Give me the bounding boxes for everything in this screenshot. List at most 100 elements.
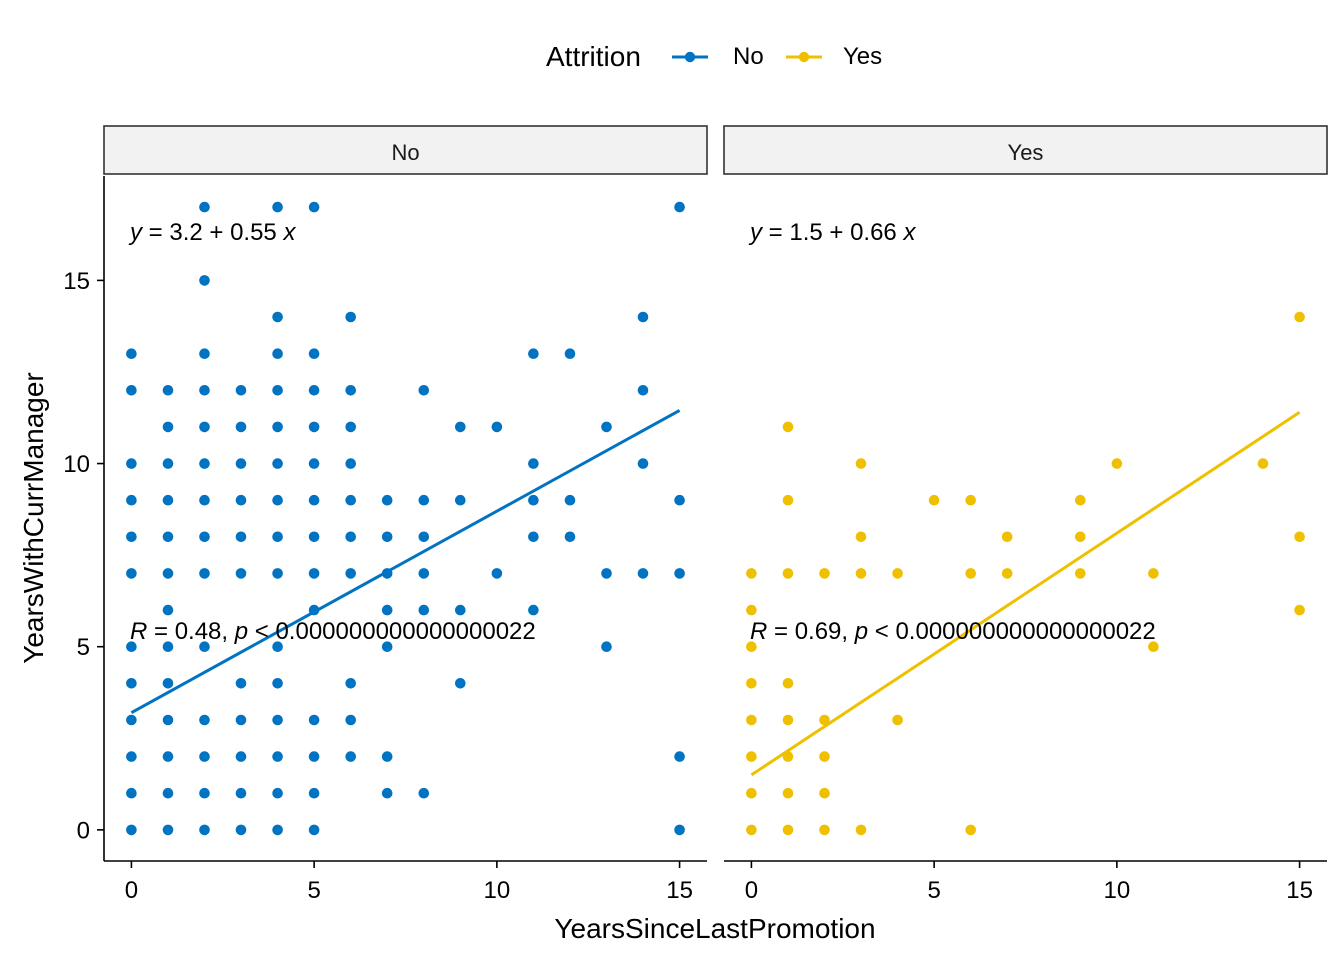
data-point <box>782 678 794 689</box>
data-point <box>637 385 649 396</box>
y-axis-title: YearsWithCurrManager <box>18 372 49 664</box>
panel-yes: Yes y = 1.5 + 0.66 x R = 0.69, p < 0.000… <box>723 125 1328 862</box>
data-point <box>1001 568 1013 579</box>
data-point <box>782 714 794 726</box>
data-point <box>235 568 247 579</box>
data-point <box>162 494 174 506</box>
data-point <box>235 531 247 543</box>
strip-label-no: No <box>391 140 419 165</box>
data-point <box>126 824 137 836</box>
stats-p-text-no: < 0.000000000000000022 <box>248 618 536 645</box>
data-point <box>126 787 137 799</box>
data-point <box>345 568 357 579</box>
data-point <box>746 714 757 726</box>
equation-x-no: x <box>282 219 296 246</box>
data-point <box>345 311 357 323</box>
data-point <box>491 568 503 579</box>
x-axis-ticks: 0 5 10 15 0 5 10 15 <box>125 861 1313 904</box>
data-point <box>1294 531 1305 543</box>
data-point <box>272 641 283 652</box>
data-point <box>199 458 210 469</box>
data-point <box>418 385 430 396</box>
stats-r-yes: R <box>750 618 767 645</box>
data-point <box>528 531 539 543</box>
x-tick-label: 15 <box>1286 877 1313 904</box>
data-point <box>126 348 137 360</box>
data-point <box>308 348 320 360</box>
x-tick-label: 5 <box>307 877 320 904</box>
data-point <box>235 824 247 836</box>
points-yes <box>746 311 1305 836</box>
stats-no: R = 0.48, p < 0.000000000000000022 <box>130 618 536 645</box>
y-tick-label: 0 <box>77 817 90 844</box>
data-point <box>564 348 576 360</box>
data-point <box>455 494 466 506</box>
equation-y-yes: y <box>748 219 764 246</box>
data-point <box>601 421 612 433</box>
equation-yes: y = 1.5 + 0.66 x <box>748 219 916 246</box>
data-point <box>235 421 247 433</box>
data-point <box>674 751 685 762</box>
data-point <box>674 568 685 579</box>
legend-label-yes: Yes <box>843 43 882 70</box>
data-point <box>674 824 685 836</box>
legend-entry-no: No <box>672 43 764 70</box>
data-point <box>126 678 137 689</box>
strip-no <box>103 125 708 175</box>
data-point <box>601 568 612 579</box>
data-point <box>199 787 210 799</box>
data-point <box>345 421 357 433</box>
regression-line-yes <box>750 411 1301 777</box>
data-point <box>1294 311 1305 323</box>
legend-key-point-yes <box>798 51 810 63</box>
data-point <box>928 494 940 506</box>
data-point <box>199 751 210 762</box>
data-point <box>528 494 539 506</box>
data-point <box>162 421 174 433</box>
data-point <box>199 494 210 506</box>
data-point <box>162 568 174 579</box>
data-point <box>308 458 320 469</box>
data-point <box>965 824 976 836</box>
data-point <box>674 201 685 213</box>
data-point <box>1075 531 1086 543</box>
data-point <box>345 385 357 396</box>
data-point <box>455 604 466 616</box>
data-point <box>272 787 283 799</box>
data-point <box>381 531 393 543</box>
x-tick-label: 0 <box>125 877 138 904</box>
data-point <box>126 714 137 726</box>
data-point <box>637 311 649 323</box>
data-point <box>782 568 794 579</box>
data-point <box>199 714 210 726</box>
data-point <box>564 531 576 543</box>
data-point <box>308 714 320 726</box>
data-point <box>126 641 137 652</box>
data-point <box>1148 641 1159 652</box>
data-point <box>235 385 247 396</box>
equation-y-no: y <box>128 219 144 246</box>
stats-yes: R = 0.69, p < 0.000000000000000022 <box>750 618 1156 645</box>
equation-no: y = 3.2 + 0.55 x <box>128 219 296 246</box>
data-point <box>345 678 357 689</box>
data-point <box>418 787 430 799</box>
data-point <box>564 494 576 506</box>
data-point <box>126 385 137 396</box>
x-tick-label: 0 <box>745 877 758 904</box>
data-point <box>345 458 357 469</box>
data-point <box>1001 531 1013 543</box>
data-point <box>965 568 976 579</box>
data-point <box>162 787 174 799</box>
data-point <box>528 604 539 616</box>
panel-no: No y = 3.2 + 0.55 x R = 0.48, p < 0.0000… <box>103 125 708 862</box>
stats-p-text-yes: < 0.000000000000000022 <box>868 618 1156 645</box>
data-point <box>528 348 539 360</box>
data-point <box>782 494 794 506</box>
data-point <box>272 311 283 323</box>
strip-label-yes: Yes <box>1008 140 1044 165</box>
stats-p-no: p <box>234 618 248 645</box>
data-point <box>746 604 757 616</box>
data-point <box>1075 568 1086 579</box>
regression-line-no <box>130 409 681 714</box>
stats-r-text-no: = 0.48, <box>147 618 234 645</box>
